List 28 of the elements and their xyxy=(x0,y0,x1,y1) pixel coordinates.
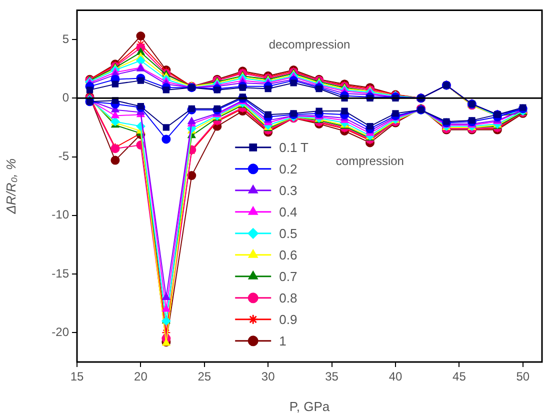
legend-label: 0.1 T xyxy=(279,140,309,155)
x-tick-label: 25 xyxy=(198,370,212,384)
y-tick-label: -10 xyxy=(52,208,70,222)
y-tick-label: -15 xyxy=(52,266,70,280)
y-axis-title: ΔR/R₀, % xyxy=(3,158,18,215)
annotation: decompression xyxy=(268,38,350,52)
legend-label: 0.7 xyxy=(279,268,298,284)
y-tick-label: 0 xyxy=(62,90,70,104)
x-axis-title: P, GPa xyxy=(289,398,330,414)
legend-label: 0.6 xyxy=(279,247,298,262)
legend-label: 0.4 xyxy=(279,204,298,220)
annotation: compression xyxy=(336,154,404,168)
x-tick-label: 45 xyxy=(452,370,466,384)
x-tick-label: 50 xyxy=(516,370,530,384)
legend-label: 0.9 xyxy=(279,312,298,327)
legend-label: 1 xyxy=(279,333,286,348)
x-tick-label: 20 xyxy=(134,370,148,384)
y-tick-label: 5 xyxy=(62,32,70,46)
y-tick-label: -20 xyxy=(52,324,70,339)
legend-label: 0.3 xyxy=(279,182,298,198)
legend-label: 0.8 xyxy=(279,290,298,306)
y-tick-label: -5 xyxy=(58,149,70,164)
legend-label: 0.2 xyxy=(279,161,298,176)
x-tick-label: 35 xyxy=(325,370,339,384)
x-tick-label: 40 xyxy=(388,370,402,384)
x-tick-label: 15 xyxy=(70,370,84,384)
legend-label: 0.5 xyxy=(279,226,298,241)
x-tick-label: 30 xyxy=(261,370,276,384)
